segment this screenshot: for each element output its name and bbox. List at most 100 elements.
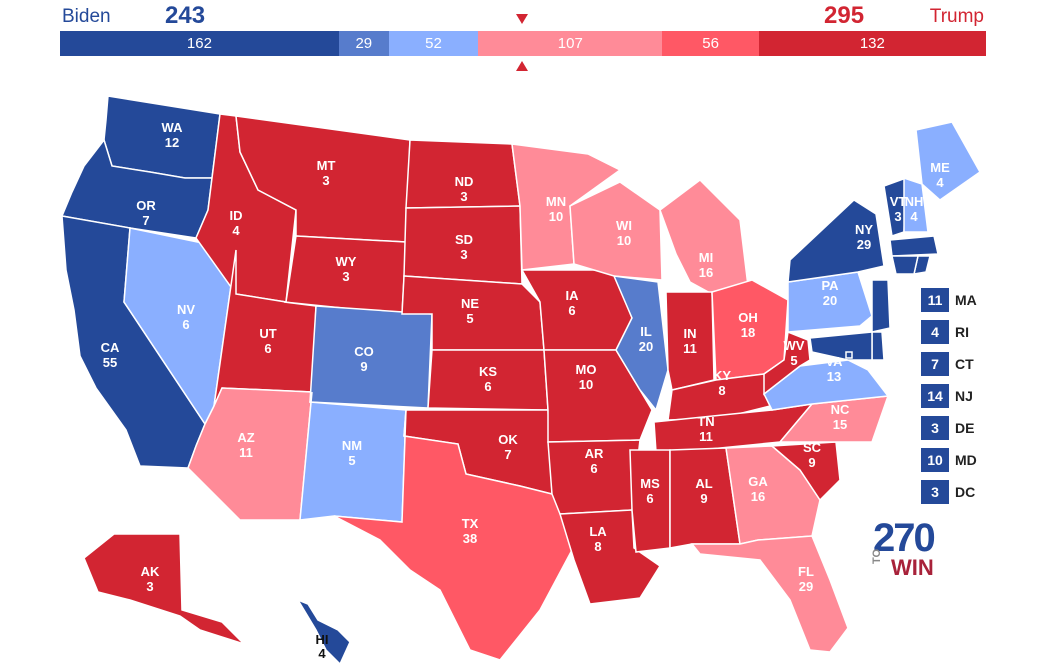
state-abbr: CO [354,344,374,359]
state-de[interactable] [871,331,885,361]
state-wi[interactable] [569,181,663,281]
state-ev: 7 [142,213,149,228]
state-dc[interactable] [845,351,853,359]
state-abbr: AR [585,446,604,461]
bar-segment-3: 107 [478,31,663,56]
bar-segment-1: 29 [338,31,389,56]
small-state-dc[interactable]: 3 DC [921,480,977,504]
state-ev: 9 [700,491,707,506]
small-state-ev: 7 [921,352,949,376]
state-abbr: TX [462,516,479,531]
state-abbr: AK [141,564,160,579]
state-ev: 13 [827,369,841,384]
state-abbr: PA [821,278,839,293]
small-state-ma[interactable]: 11 MA [921,288,977,312]
state-wa[interactable] [103,95,221,179]
state-ak[interactable] [83,533,245,645]
state-label-mt: MT3 [317,158,336,188]
state-ev: 5 [790,353,797,368]
small-state-ct[interactable]: 7 CT [921,352,977,376]
small-state-ev: 3 [921,480,949,504]
small-state-abbr: MA [955,292,977,308]
state-me[interactable] [915,121,981,201]
state-ms[interactable] [629,449,671,553]
state-label-wy: WY3 [336,254,357,284]
trump-total: 295 [824,2,865,29]
state-label-la: LA8 [589,524,607,554]
state-abbr: AL [695,476,712,491]
state-abbr: MS [640,476,660,491]
state-label-nh: NH4 [905,194,924,224]
electoral-vote-bar: 162 29 52 107 56 132 [60,31,986,56]
state-ev: 20 [823,293,837,308]
state-ev: 15 [833,417,847,432]
state-hi[interactable] [296,598,351,666]
state-nh[interactable] [903,176,929,233]
state-ev: 9 [360,359,367,374]
state-abbr: WA [162,120,184,135]
state-ev: 4 [318,646,326,661]
state-va[interactable] [763,359,890,411]
state-abbr: VT [890,194,907,209]
small-state-ev: 3 [921,416,949,440]
state-abbr: NC [831,402,850,417]
state-wv[interactable] [763,330,811,396]
state-ev: 3 [146,579,153,594]
state-il[interactable] [612,275,669,412]
state-az[interactable] [187,387,313,521]
small-state-ev: 4 [921,320,949,344]
small-state-md[interactable]: 10 MD [921,448,977,472]
state-label-nv: NV6 [177,302,195,332]
state-abbr: CA [101,340,120,355]
small-state-de[interactable]: 3 DE [921,416,977,440]
state-abbr: IN [684,326,697,341]
state-abbr: MO [576,362,597,377]
bar-segment-0: 162 [60,31,339,56]
state-label-sc: SC9 [803,440,822,470]
state-ma[interactable] [889,235,939,257]
small-state-ev: 11 [921,288,949,312]
state-abbr: ME [930,160,950,175]
state-abbr: KY [713,368,731,383]
state-ev: 20 [639,339,653,354]
state-label-ak: AK3 [141,564,160,594]
state-label-ky: KY8 [713,368,731,398]
state-label-nd: ND3 [455,174,474,204]
state-label-or: OR7 [136,198,156,228]
state-abbr: OK [498,432,518,447]
state-fl[interactable] [690,535,849,653]
state-ev: 29 [857,237,871,252]
small-state-ri[interactable]: 4 RI [921,320,977,344]
bar-segment-5: 132 [758,31,986,56]
logo-to: TO [871,548,883,564]
state-nj[interactable] [871,279,891,333]
state-abbr: WY [336,254,357,269]
state-abbr: OR [136,198,156,213]
state-md[interactable] [809,331,873,361]
state-abbr: LA [589,524,607,539]
state-abbr: FL [798,564,814,579]
270towin-logo: 270 TO WIN [871,518,943,582]
state-ev: 5 [348,453,355,468]
trump-name: Trump [929,6,984,27]
state-abbr: WI [616,218,632,233]
small-state-nj[interactable]: 14 NJ [921,384,977,408]
state-label-ne: NE5 [461,296,479,326]
state-abbr: MT [317,158,336,173]
state-nc[interactable] [778,395,890,443]
state-label-ks: KS6 [479,364,497,394]
bar-segment-4: 56 [662,31,759,56]
state-tx[interactable] [333,409,573,661]
state-ct[interactable] [891,255,919,275]
state-label-ia: IA6 [566,288,580,318]
midpoint-marker-bottom [516,61,528,71]
state-ny[interactable] [787,199,885,283]
